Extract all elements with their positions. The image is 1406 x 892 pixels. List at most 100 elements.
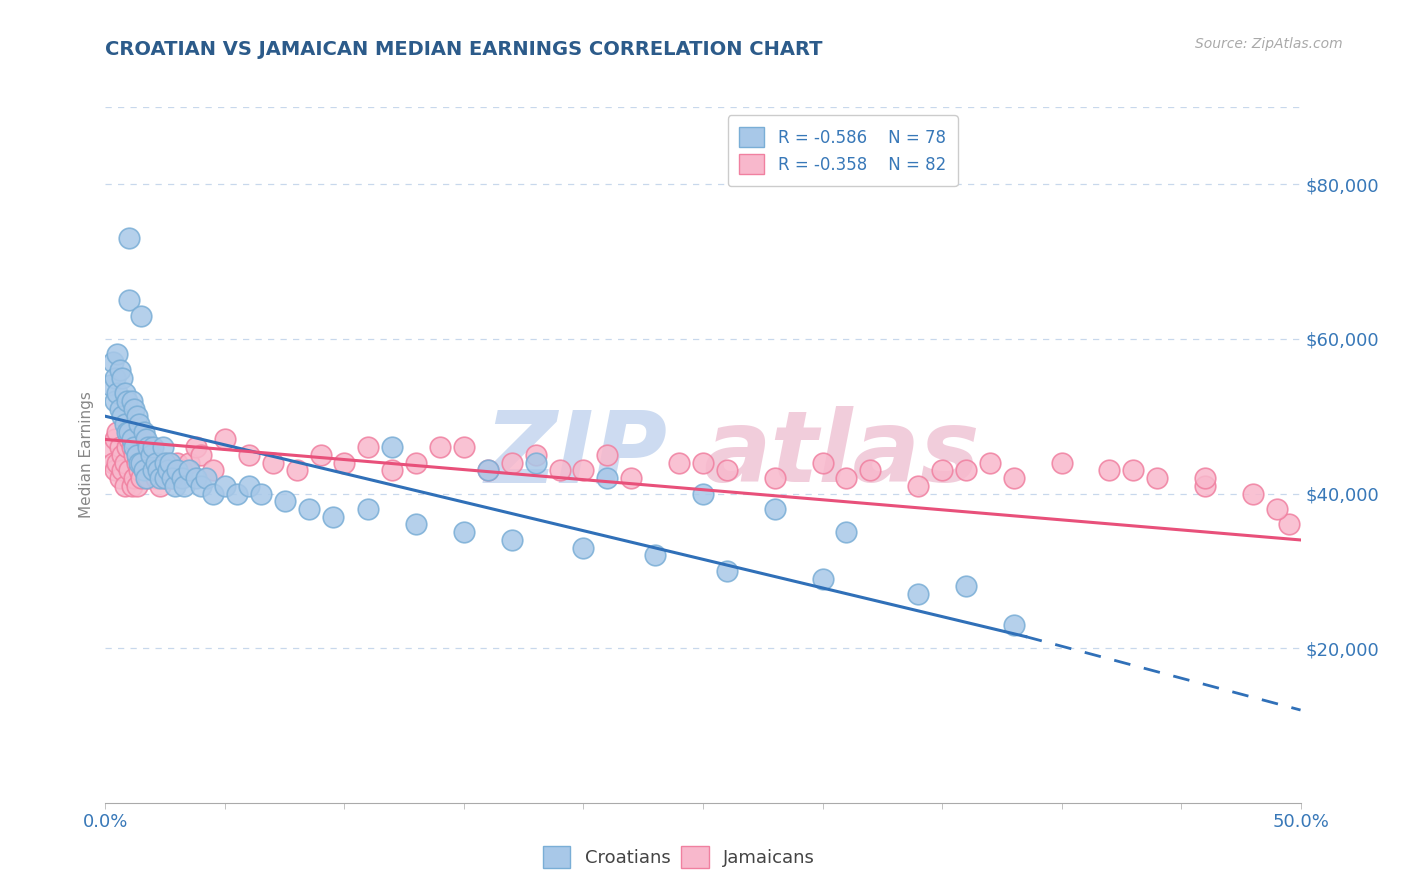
Point bbox=[146, 456, 169, 470]
Point bbox=[692, 486, 714, 500]
Point bbox=[162, 471, 184, 485]
Point bbox=[333, 456, 356, 470]
Point bbox=[145, 456, 167, 470]
Point bbox=[357, 440, 380, 454]
Point bbox=[321, 509, 344, 524]
Point bbox=[118, 425, 141, 439]
Point bbox=[1265, 502, 1288, 516]
Point bbox=[122, 401, 145, 416]
Point bbox=[405, 456, 427, 470]
Point bbox=[132, 463, 155, 477]
Point bbox=[104, 393, 127, 408]
Point bbox=[477, 463, 499, 477]
Point bbox=[122, 440, 145, 454]
Point bbox=[1194, 479, 1216, 493]
Point bbox=[238, 479, 260, 493]
Point bbox=[811, 572, 834, 586]
Point bbox=[138, 471, 160, 485]
Point bbox=[104, 463, 127, 477]
Point bbox=[108, 401, 131, 416]
Point bbox=[107, 456, 129, 470]
Point bbox=[115, 393, 138, 408]
Point bbox=[429, 440, 451, 454]
Point bbox=[214, 479, 236, 493]
Point bbox=[309, 448, 332, 462]
Point bbox=[524, 456, 547, 470]
Point bbox=[162, 471, 184, 485]
Point bbox=[173, 479, 195, 493]
Point bbox=[118, 231, 141, 245]
Point bbox=[114, 417, 136, 431]
Point bbox=[763, 502, 786, 516]
Point bbox=[177, 456, 201, 470]
Point bbox=[118, 433, 141, 447]
Point bbox=[1277, 517, 1299, 532]
Point bbox=[118, 293, 141, 308]
Point bbox=[1194, 471, 1216, 485]
Point bbox=[186, 471, 208, 485]
Point bbox=[668, 456, 690, 470]
Point bbox=[1241, 486, 1264, 500]
Point bbox=[524, 448, 547, 462]
Point bbox=[128, 456, 150, 470]
Point bbox=[285, 463, 308, 477]
Point bbox=[121, 479, 143, 493]
Point bbox=[250, 486, 273, 500]
Point bbox=[501, 456, 523, 470]
Point bbox=[859, 463, 882, 477]
Point bbox=[153, 456, 177, 470]
Point bbox=[453, 440, 475, 454]
Point bbox=[129, 456, 153, 470]
Point bbox=[186, 440, 208, 454]
Point bbox=[125, 456, 148, 470]
Point bbox=[149, 479, 172, 493]
Point bbox=[114, 479, 136, 493]
Point bbox=[115, 440, 138, 454]
Point bbox=[1002, 618, 1025, 632]
Point bbox=[163, 479, 186, 493]
Point bbox=[118, 463, 141, 477]
Point bbox=[979, 456, 1001, 470]
Point bbox=[138, 440, 160, 454]
Point bbox=[115, 425, 138, 439]
Point bbox=[596, 448, 619, 462]
Point bbox=[114, 386, 136, 401]
Point bbox=[907, 587, 929, 601]
Point bbox=[129, 433, 153, 447]
Point bbox=[1002, 471, 1025, 485]
Point bbox=[202, 463, 225, 477]
Point bbox=[128, 463, 150, 477]
Point bbox=[501, 533, 523, 547]
Point bbox=[104, 433, 127, 447]
Point bbox=[572, 541, 595, 555]
Point bbox=[166, 463, 188, 477]
Point bbox=[98, 378, 121, 392]
Point bbox=[125, 448, 148, 462]
Point bbox=[108, 471, 131, 485]
Point bbox=[692, 456, 714, 470]
Point bbox=[101, 456, 124, 470]
Point bbox=[716, 564, 738, 578]
Point bbox=[111, 409, 134, 424]
Point bbox=[166, 456, 188, 470]
Point bbox=[194, 471, 217, 485]
Point bbox=[153, 471, 177, 485]
Point bbox=[125, 479, 148, 493]
Point bbox=[128, 417, 150, 431]
Point bbox=[716, 463, 738, 477]
Point bbox=[238, 448, 260, 462]
Point bbox=[125, 409, 148, 424]
Point bbox=[477, 463, 499, 477]
Point bbox=[225, 486, 249, 500]
Point bbox=[156, 463, 179, 477]
Point bbox=[104, 370, 127, 384]
Point bbox=[835, 525, 858, 540]
Point bbox=[811, 456, 834, 470]
Point bbox=[907, 479, 929, 493]
Y-axis label: Median Earnings: Median Earnings bbox=[79, 392, 94, 518]
Point bbox=[381, 463, 404, 477]
Point bbox=[142, 440, 165, 454]
Point bbox=[135, 433, 157, 447]
Point bbox=[955, 579, 977, 593]
Point bbox=[763, 471, 786, 485]
